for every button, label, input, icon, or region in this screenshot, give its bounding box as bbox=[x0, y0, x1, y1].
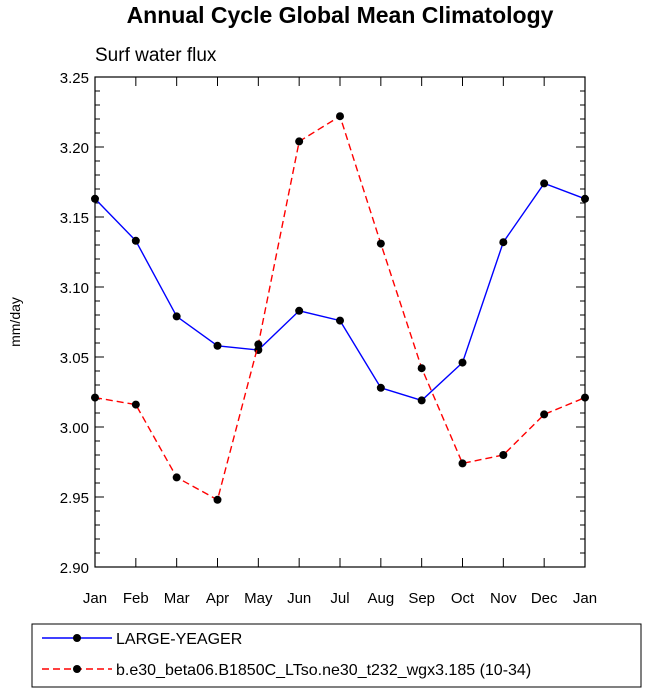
y-tick-label: 3.25 bbox=[60, 70, 89, 87]
data-point bbox=[376, 383, 385, 392]
x-tick-label: May bbox=[244, 590, 273, 607]
y-tick-label: 3.20 bbox=[60, 140, 89, 157]
data-point bbox=[417, 396, 426, 405]
x-tick-label: Jul bbox=[330, 590, 349, 607]
legend-item: b.e30_beta06.B1850C_LTso.ne30_t232_wgx3.… bbox=[42, 662, 531, 679]
x-tick-label: Nov bbox=[490, 590, 517, 607]
data-point bbox=[336, 316, 344, 325]
y-tick-label: 3.15 bbox=[60, 210, 89, 227]
data-point bbox=[131, 400, 140, 409]
x-tick-label: Sep bbox=[408, 590, 435, 607]
x-tick-label: Aug bbox=[367, 590, 394, 607]
data-point bbox=[540, 410, 549, 419]
y-tick-label: 3.05 bbox=[60, 350, 89, 367]
data-point bbox=[172, 473, 181, 482]
data-point bbox=[213, 341, 222, 350]
data-point bbox=[499, 238, 508, 247]
data-point bbox=[458, 358, 467, 367]
x-tick-label: Feb bbox=[123, 590, 149, 607]
data-point bbox=[336, 112, 344, 121]
legend-label: b.e30_beta06.B1850C_LTso.ne30_t232_wgx3.… bbox=[116, 662, 531, 679]
y-tick-label: 3.10 bbox=[60, 280, 89, 297]
y-tick-labels: 2.90 2.95 3.00 3.05 3.10 3.15 3.20 3.25 bbox=[60, 70, 89, 577]
legend: LARGE-YEAGER b.e30_beta06.B1850C_LTso.ne3… bbox=[31, 623, 642, 688]
data-point bbox=[376, 239, 385, 248]
legend-box bbox=[31, 623, 642, 688]
legend-marker bbox=[73, 634, 81, 642]
x-tick-label: Oct bbox=[451, 590, 475, 607]
data-point bbox=[295, 306, 304, 315]
chart-subtitle: Surf water flux bbox=[95, 45, 217, 66]
x-tick-label: Apr bbox=[206, 590, 229, 607]
data-point bbox=[458, 459, 467, 468]
y-tick-label: 3.00 bbox=[60, 420, 89, 437]
x-tick-label: Dec bbox=[531, 590, 558, 607]
legend-item: LARGE-YEAGER bbox=[42, 631, 242, 648]
series-layer bbox=[91, 112, 589, 504]
data-point bbox=[172, 312, 181, 321]
data-point bbox=[417, 364, 426, 373]
data-point bbox=[540, 179, 549, 188]
series-line bbox=[94, 182, 586, 402]
data-point bbox=[131, 236, 140, 245]
x-tick-label: Jan bbox=[83, 590, 107, 607]
y-tick-label: 2.90 bbox=[60, 560, 89, 577]
data-point bbox=[213, 495, 222, 504]
data-point bbox=[254, 340, 263, 349]
x-tick-labels: Jan Feb Mar Apr May Jun Jul Aug Sep Oct Nov Dec Jan bbox=[83, 590, 597, 607]
series-2 bbox=[91, 112, 589, 504]
legend-label: LARGE-YEAGER bbox=[116, 631, 242, 648]
data-point bbox=[499, 451, 508, 459]
legend-marker bbox=[73, 665, 81, 673]
y-axis-label: mm/day bbox=[7, 297, 23, 347]
chart-title: Annual Cycle Global Mean Climatology bbox=[127, 2, 554, 28]
x-tick-label: Jun bbox=[287, 590, 311, 607]
x-tick-label: Mar bbox=[164, 590, 190, 607]
plot-frame bbox=[94, 76, 586, 568]
minor-ticks bbox=[95, 90, 585, 554]
series-line bbox=[94, 115, 586, 501]
x-tick-label: Jan bbox=[573, 590, 597, 607]
series-1 bbox=[91, 179, 589, 405]
data-point bbox=[295, 137, 304, 146]
y-tick-label: 2.95 bbox=[60, 490, 89, 507]
